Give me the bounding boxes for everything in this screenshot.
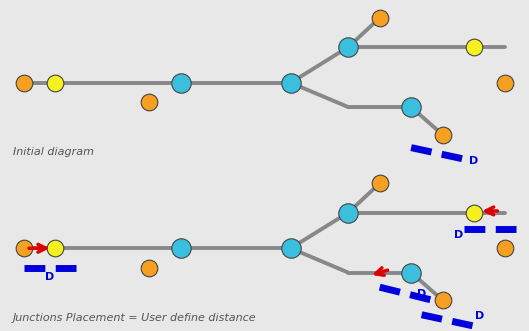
Text: D: D [469,156,479,166]
Text: D: D [45,272,54,282]
Text: D: D [454,230,463,240]
Text: D: D [475,311,484,321]
Text: Initial diagram: Initial diagram [13,147,94,157]
Text: Junctions Placement = User define distance: Junctions Placement = User define distan… [13,313,257,323]
Text: D: D [417,289,426,299]
